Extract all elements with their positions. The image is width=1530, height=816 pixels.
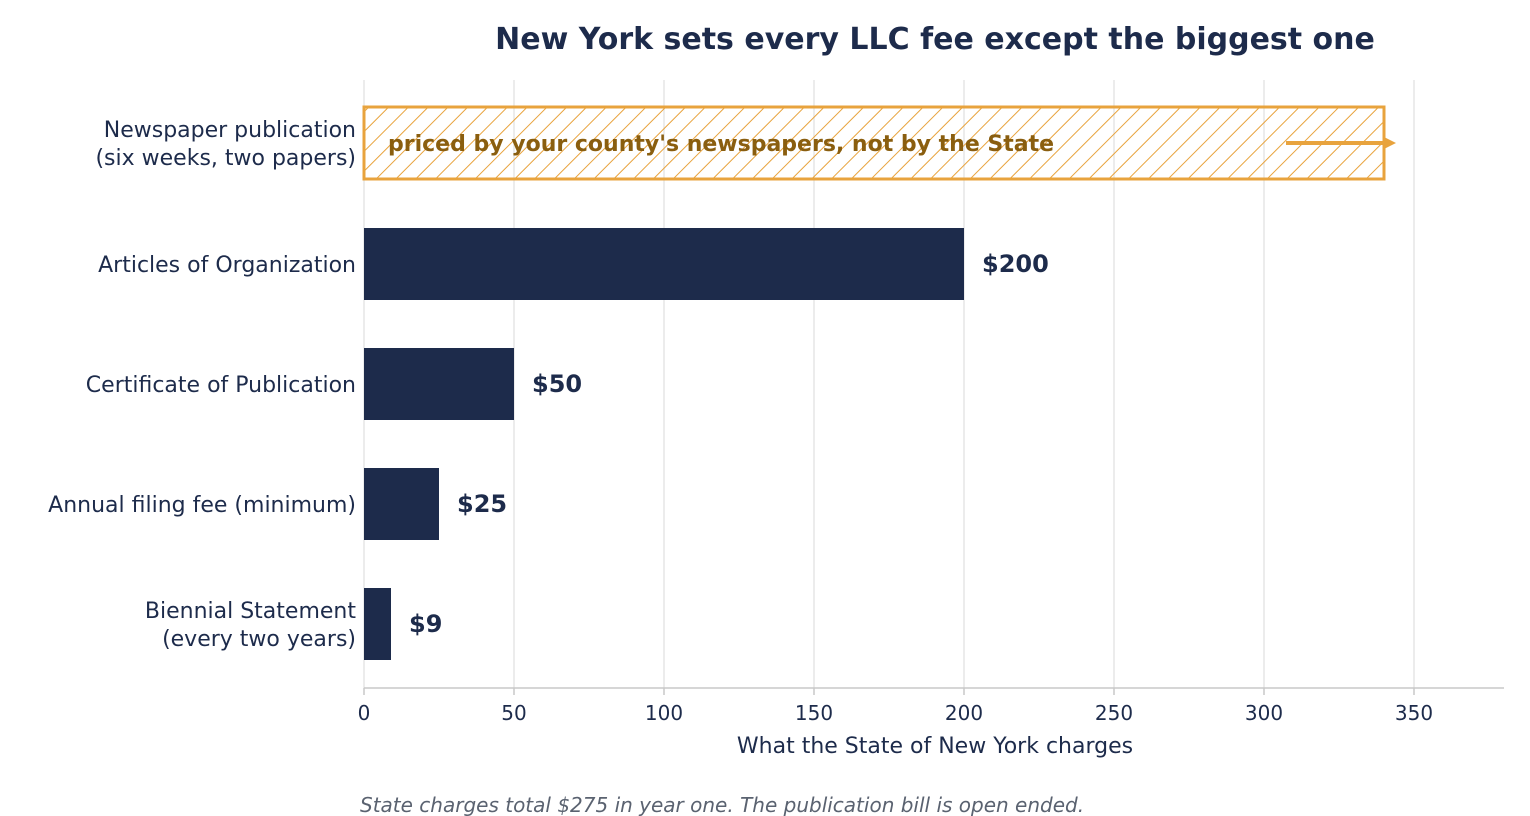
x-tick-label: 50 — [501, 701, 526, 725]
open-ended-arrow-head-icon — [1384, 137, 1396, 149]
bar — [364, 588, 391, 660]
category-label: Annual filing fee (minimum) — [48, 493, 356, 518]
category-label: Articles of Organization — [98, 253, 356, 278]
value-label: $50 — [532, 370, 582, 398]
category-label: Certificate of Publication — [86, 373, 356, 398]
value-label: $9 — [409, 610, 442, 638]
footnote: State charges total $275 in year one. Th… — [360, 793, 1084, 816]
x-tick-label: 250 — [1095, 701, 1133, 725]
value-label: $200 — [982, 250, 1049, 278]
category-label: Biennial Statement (every two years) — [145, 599, 356, 652]
bar — [364, 348, 514, 420]
gridlines — [363, 80, 1504, 695]
bar — [364, 228, 964, 300]
bar — [364, 468, 439, 540]
chart-title: New York sets every LLC fee except the b… — [495, 22, 1375, 57]
x-tick-label: 300 — [1245, 701, 1283, 725]
x-axis-title: What the State of New York charges — [737, 734, 1133, 759]
open-ended-annotation: priced by your county's newspapers, not … — [388, 132, 1054, 157]
labels: New York sets every LLC fee except the b… — [48, 22, 1433, 816]
x-tick-label: 150 — [795, 701, 833, 725]
open-ended-bar — [362, 105, 1386, 181]
x-tick-label: 200 — [945, 701, 983, 725]
bars — [362, 105, 1386, 660]
category-label: Newspaper publication (six weeks, two pap… — [95, 118, 356, 171]
x-tick-label: 0 — [358, 701, 371, 725]
x-tick-label: 100 — [645, 701, 683, 725]
value-label: $25 — [457, 490, 507, 518]
x-tick-label: 350 — [1395, 701, 1433, 725]
